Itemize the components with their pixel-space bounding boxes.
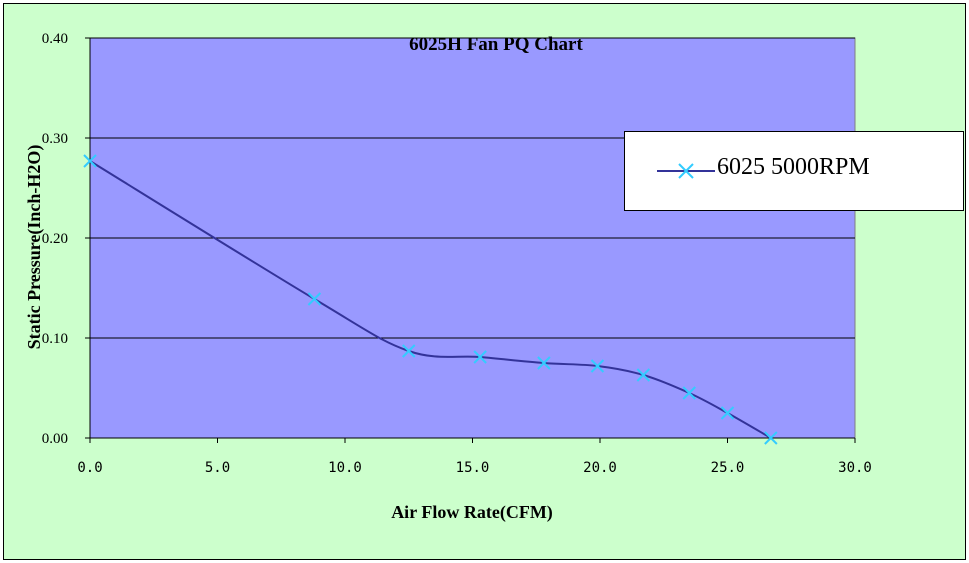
x-tick-label: 0.0	[77, 460, 102, 476]
y-tick-label: 0.30	[42, 131, 68, 147]
x-tick-label: 25.0	[711, 460, 745, 476]
x-axis-ticks: 0.0 5.0 10.0 15.0 20.0 25.0 30.0	[77, 437, 872, 476]
legend-line-marker-icon	[657, 163, 715, 179]
series-line-6025-5000rpm	[89, 160, 772, 439]
y-tick-label: 0.00	[42, 431, 68, 447]
y-tick-label: 0.20	[42, 231, 68, 247]
data-point	[537, 356, 551, 370]
x-tick-label: 30.0	[838, 460, 872, 476]
data-point	[720, 406, 735, 420]
data-point	[307, 292, 322, 306]
data-point	[83, 154, 97, 168]
x-axis-label: Air Flow Rate(CFM)	[391, 502, 553, 523]
x-tick-label: 15.0	[456, 460, 490, 476]
legend-label: 6025 5000RPM	[717, 154, 870, 180]
data-point	[402, 344, 416, 358]
data-point	[764, 431, 778, 445]
x-tick-label: 10.0	[328, 460, 362, 476]
series-markers	[83, 154, 778, 445]
y-axis-ticks: 0.00 0.10 0.20 0.30 0.40	[42, 31, 91, 447]
data-point	[682, 386, 696, 400]
data-point	[473, 350, 487, 364]
x-tick-label: 5.0	[205, 460, 230, 476]
y-tick-label: 0.10	[42, 331, 68, 347]
legend: 6025 5000RPM	[624, 131, 964, 211]
y-axis-label: Static Pressure(Inch-H2O)	[24, 145, 45, 350]
y-tick-label: 0.40	[42, 31, 68, 47]
chart-title: 6025H Fan PQ Chart	[409, 34, 583, 55]
x-tick-label: 20.0	[583, 460, 617, 476]
data-point	[590, 359, 605, 373]
data-point	[636, 368, 651, 382]
